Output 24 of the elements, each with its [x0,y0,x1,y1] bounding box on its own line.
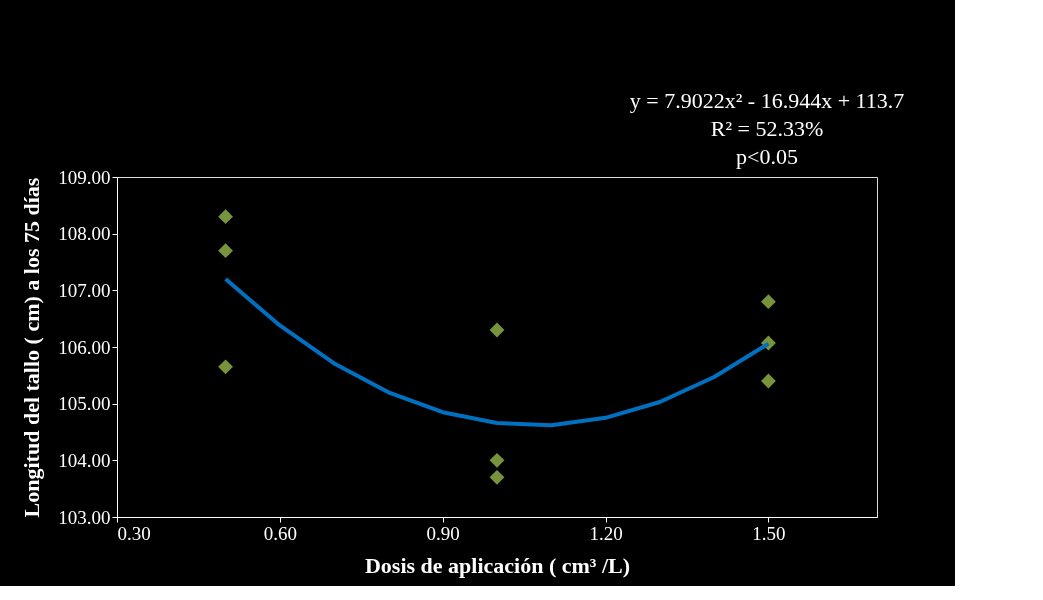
point [218,243,233,259]
text: p<0.05 [736,144,798,169]
point [489,452,505,468]
text: y = 7.9022x² - 16.944x + 113.7 [629,88,905,113]
x-tick-label: 1.50 [752,522,786,544]
x-tick-label: 1.20 [589,522,623,544]
y-tick-label: 108.00 [58,223,111,245]
point [218,359,233,375]
text: R² = 52.33% [710,116,824,141]
y-axis-title: Longitud del tallo ( cm) a los 75 días [19,177,45,518]
point [761,294,776,310]
x-tick-label: 0.90 [426,522,460,544]
y-tick-label: 104.00 [58,449,111,471]
x-axis-title: Dosis de aplicación ( cm³ /L) [364,552,631,578]
y-tick-label: 103.00 [58,506,111,528]
y-tick-label: 109.00 [58,166,111,188]
point [489,469,505,485]
point [218,209,233,225]
x-tick-label: 0.60 [263,522,297,544]
y-tick-label: 106.00 [58,336,111,358]
point [489,322,505,338]
y-tick-label: 107.00 [58,279,111,301]
y-tick-label: 105.00 [58,393,111,415]
x-tick-label: 0.30 [117,522,151,544]
